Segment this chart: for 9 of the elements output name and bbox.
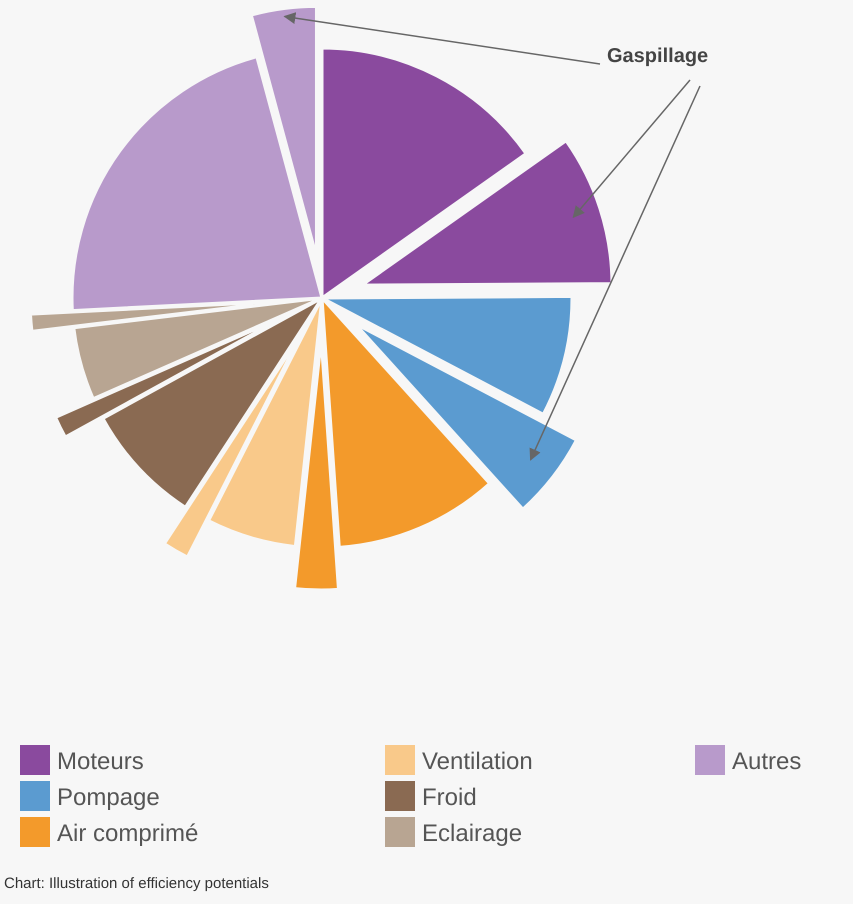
legend-label: Ventilation	[422, 748, 533, 775]
text: Chart: Illustration of efficiency potentials	[4, 875, 269, 892]
text: Gaspillage	[607, 45, 708, 67]
legend-label: Moteurs	[57, 748, 144, 775]
legend-label: Pompage	[57, 784, 160, 811]
legend-label: Froid	[422, 784, 477, 811]
legend-label: Air comprimé	[57, 820, 198, 847]
legend-label: Eclairage	[422, 820, 522, 847]
legend-label: Autres	[732, 748, 802, 775]
